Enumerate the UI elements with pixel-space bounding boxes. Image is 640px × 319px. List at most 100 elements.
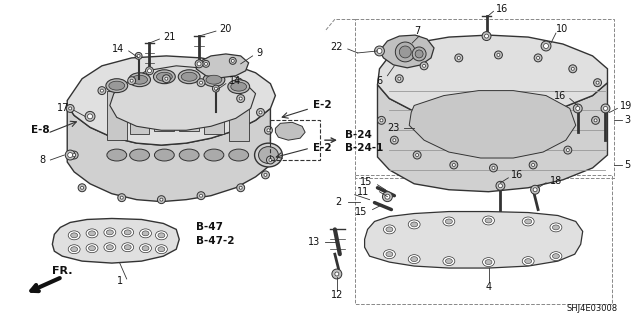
Circle shape (422, 64, 426, 67)
Text: SHJ4E03008: SHJ4E03008 (566, 304, 618, 313)
Circle shape (532, 163, 534, 167)
Circle shape (390, 136, 398, 144)
Ellipse shape (259, 147, 278, 163)
Circle shape (202, 60, 209, 67)
Circle shape (412, 47, 426, 61)
Ellipse shape (522, 257, 534, 266)
Circle shape (396, 75, 403, 83)
Ellipse shape (86, 244, 98, 253)
Polygon shape (179, 82, 199, 131)
Ellipse shape (107, 149, 127, 161)
Circle shape (601, 104, 610, 113)
Circle shape (455, 54, 463, 62)
Polygon shape (204, 85, 224, 134)
Bar (355, 19, 614, 178)
Circle shape (484, 34, 488, 38)
Ellipse shape (70, 233, 77, 238)
Text: 20: 20 (219, 24, 231, 34)
Text: 16: 16 (511, 170, 524, 180)
Ellipse shape (68, 245, 80, 254)
Ellipse shape (156, 72, 172, 81)
Ellipse shape (411, 257, 418, 262)
Circle shape (197, 79, 205, 87)
Circle shape (266, 156, 275, 164)
Circle shape (458, 56, 460, 59)
Text: 14: 14 (229, 76, 241, 86)
Circle shape (237, 94, 244, 102)
Polygon shape (380, 35, 434, 68)
Circle shape (332, 269, 342, 279)
Text: 5: 5 (625, 160, 630, 170)
Circle shape (490, 164, 497, 172)
Ellipse shape (68, 231, 80, 240)
Circle shape (70, 151, 78, 159)
Ellipse shape (552, 225, 559, 230)
Circle shape (596, 81, 599, 84)
Circle shape (239, 97, 242, 100)
Ellipse shape (142, 231, 149, 236)
Ellipse shape (156, 245, 167, 254)
Circle shape (383, 192, 392, 202)
Polygon shape (409, 91, 576, 158)
Circle shape (413, 151, 421, 159)
Circle shape (197, 192, 205, 200)
Circle shape (573, 104, 582, 113)
Circle shape (492, 167, 495, 169)
Circle shape (497, 53, 500, 56)
Bar (271, 120, 320, 160)
Text: B-47-2: B-47-2 (196, 236, 235, 246)
Polygon shape (378, 83, 607, 192)
Ellipse shape (383, 250, 396, 259)
Ellipse shape (106, 79, 128, 93)
Ellipse shape (70, 247, 77, 252)
Text: 3: 3 (625, 115, 630, 125)
Ellipse shape (552, 254, 559, 259)
Ellipse shape (229, 149, 248, 161)
Ellipse shape (104, 243, 116, 252)
Ellipse shape (158, 233, 165, 238)
Circle shape (569, 65, 577, 73)
Circle shape (399, 46, 411, 58)
Ellipse shape (386, 252, 393, 257)
Circle shape (572, 67, 574, 70)
Circle shape (374, 46, 385, 56)
Circle shape (385, 194, 390, 199)
Ellipse shape (122, 228, 134, 237)
Circle shape (450, 161, 458, 169)
Circle shape (81, 186, 84, 189)
Circle shape (564, 146, 572, 154)
Circle shape (229, 57, 236, 64)
Circle shape (534, 54, 542, 62)
Circle shape (200, 81, 202, 84)
Circle shape (197, 62, 201, 66)
Ellipse shape (156, 231, 167, 240)
Polygon shape (229, 92, 248, 141)
Text: B-24: B-24 (345, 130, 372, 140)
Ellipse shape (106, 245, 113, 250)
Circle shape (165, 77, 168, 80)
Ellipse shape (106, 230, 113, 235)
Bar (355, 175, 612, 304)
Ellipse shape (485, 218, 492, 223)
Text: 11: 11 (357, 187, 369, 197)
Text: 13: 13 (308, 237, 320, 247)
Ellipse shape (485, 260, 492, 264)
Ellipse shape (140, 244, 152, 253)
Text: 16: 16 (554, 91, 566, 100)
Ellipse shape (445, 259, 452, 263)
Circle shape (145, 67, 154, 75)
Ellipse shape (408, 220, 420, 229)
Text: E-2: E-2 (313, 100, 332, 110)
Ellipse shape (483, 258, 495, 267)
Circle shape (533, 188, 537, 192)
Circle shape (566, 149, 570, 152)
Ellipse shape (525, 259, 532, 263)
Text: 14: 14 (111, 44, 124, 54)
Ellipse shape (154, 70, 175, 84)
Circle shape (205, 62, 207, 65)
Text: 4: 4 (486, 282, 492, 292)
Circle shape (335, 272, 339, 276)
Circle shape (377, 48, 382, 53)
Polygon shape (52, 219, 179, 263)
Ellipse shape (550, 223, 562, 232)
